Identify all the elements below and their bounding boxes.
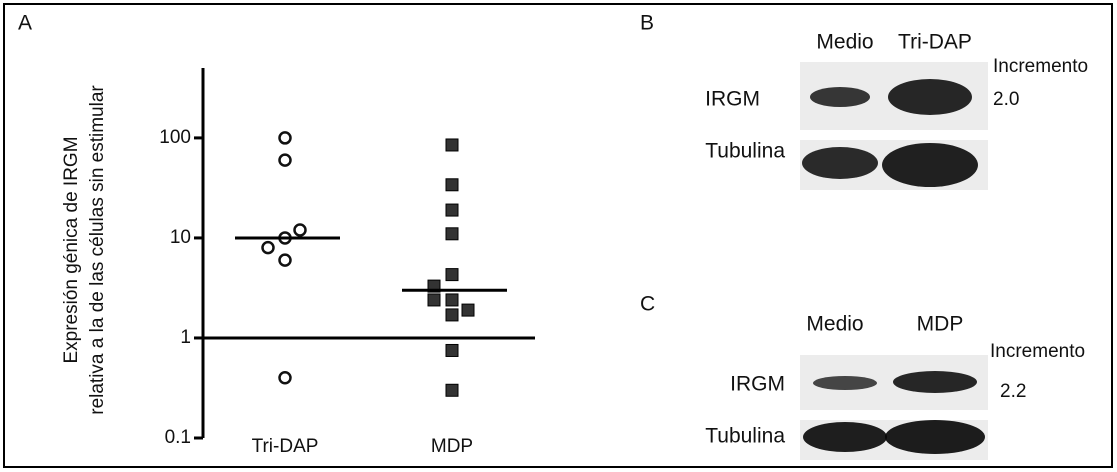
panel-label: B	[640, 12, 654, 35]
lane-label: Medio	[806, 313, 863, 336]
data-point	[280, 372, 291, 383]
lane-label: Tri-DAP	[898, 31, 972, 54]
y-axis-label: relativa a la de las células sin estimul…	[87, 85, 108, 415]
lane-label: MDP	[917, 313, 964, 336]
y-axis-label: Expresión génica de IRGM	[61, 136, 82, 363]
blot-band	[810, 87, 870, 107]
figure: A Expresión génica de IRGM relativa a la…	[0, 0, 1117, 472]
y-tick-label: 10	[170, 227, 191, 248]
data-point	[446, 344, 458, 356]
data-point	[280, 132, 291, 143]
x-tick-label: MDP	[431, 436, 473, 457]
panel-label: A	[18, 12, 32, 35]
blot-band	[802, 147, 878, 179]
data-point	[446, 228, 458, 240]
blot-band	[882, 143, 978, 187]
data-point	[446, 309, 458, 321]
y-tick-label: 1	[180, 327, 191, 348]
data-point	[446, 204, 458, 216]
blot-band	[803, 422, 887, 452]
fold-label: Incremento	[993, 56, 1088, 77]
panel-label: C	[640, 293, 655, 316]
row-label: Tubulina	[705, 140, 785, 163]
data-point	[263, 242, 274, 253]
row-label: IRGM	[705, 88, 760, 111]
data-point	[428, 294, 440, 306]
blot-band	[893, 371, 977, 393]
lane-label: Medio	[816, 31, 873, 54]
data-point	[446, 179, 458, 191]
x-tick-label: Tri-DAP	[252, 436, 319, 457]
row-label: IRGM	[730, 373, 785, 396]
blot-band	[888, 79, 972, 115]
data-point	[280, 255, 291, 266]
y-tick-label: 0.1	[165, 427, 191, 448]
data-point	[446, 294, 458, 306]
fold-label: Incremento	[990, 341, 1085, 362]
blot-band	[813, 376, 877, 390]
blot-band	[885, 420, 985, 454]
data-point	[462, 304, 474, 316]
data-point	[446, 139, 458, 151]
fold-value: 2.0	[993, 89, 1019, 110]
y-tick-label: 100	[159, 127, 191, 148]
data-point	[280, 155, 291, 166]
data-point	[446, 384, 458, 396]
data-point	[446, 269, 458, 281]
fold-value: 2.2	[1000, 381, 1026, 402]
data-point	[295, 225, 306, 236]
row-label: Tubulina	[705, 425, 785, 448]
